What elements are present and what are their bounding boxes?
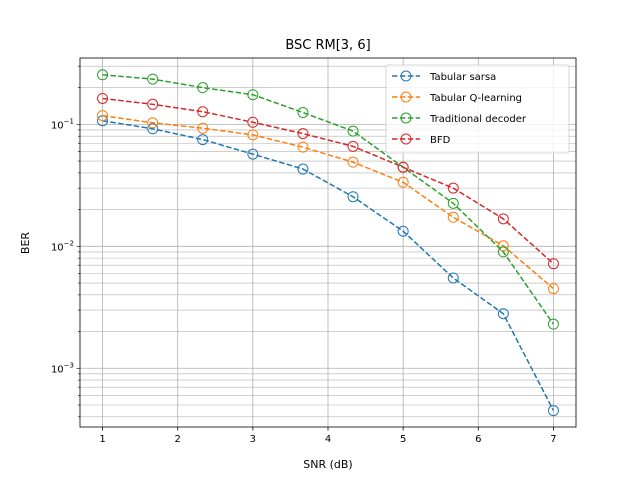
data-point: [297, 163, 309, 175]
legend: Tabular sarsa Tabular Q-learning Tradition…: [385, 64, 570, 154]
data-point: [547, 258, 559, 270]
data-point: [547, 405, 559, 417]
data-point: [397, 176, 409, 188]
x-tick-label: 2: [175, 434, 181, 445]
legend-entry: BFD: [392, 133, 451, 146]
series-2: [97, 110, 559, 295]
data-point: [247, 148, 259, 160]
x-tick-label: 1: [99, 434, 105, 445]
data-point: [247, 89, 259, 101]
series-layer: [97, 69, 559, 417]
data-point: [547, 283, 559, 295]
data-point: [347, 140, 359, 152]
data-point: [447, 182, 459, 194]
grid: [80, 58, 576, 427]
x-tick-label: 3: [250, 434, 256, 445]
y-tick-label: 10−3: [51, 361, 74, 375]
legend-marker: [400, 112, 412, 124]
x-axis-label: SNR (dB): [303, 458, 352, 471]
data-point: [247, 129, 259, 141]
series-4: [97, 92, 559, 270]
data-point: [397, 161, 409, 173]
legend-label: Traditional decoder: [429, 114, 527, 125]
data-point: [447, 197, 459, 209]
data-point: [297, 107, 309, 119]
x-tick-label: 4: [325, 434, 331, 445]
legend-entry: Traditional decoder: [392, 112, 527, 125]
data-point: [397, 225, 409, 237]
data-point: [297, 128, 309, 140]
data-point: [147, 73, 159, 85]
legend-entry: Tabular Q-learning: [392, 91, 522, 104]
y-tick-label: 10−2: [51, 239, 74, 253]
data-point: [147, 117, 159, 129]
legend-label: Tabular Q-learning: [429, 93, 522, 104]
x-axis-ticks: 1 2 3 4 5 6 7: [99, 427, 557, 445]
legend-label: Tabular sarsa: [429, 72, 496, 83]
data-point: [147, 123, 159, 135]
data-point: [147, 98, 159, 110]
data-point: [197, 122, 209, 134]
x-tick-label: 6: [475, 434, 481, 445]
data-point: [197, 134, 209, 146]
y-axis-label: BER: [19, 232, 32, 254]
chart-title: BSC RM[3, 6]: [285, 38, 370, 53]
data-point: [347, 125, 359, 137]
data-point: [497, 240, 509, 252]
data-point: [197, 106, 209, 118]
data-point: [497, 213, 509, 225]
x-tick-label: 7: [550, 434, 556, 445]
legend-label: BFD: [430, 135, 451, 146]
data-point: [547, 318, 559, 330]
y-tick-label: 10−1: [51, 117, 74, 131]
series-1: [97, 115, 559, 417]
data-point: [497, 246, 509, 258]
legend-marker: [400, 133, 412, 145]
data-point: [297, 141, 309, 153]
data-point: [347, 156, 359, 168]
series-line: [102, 114, 554, 290]
series-line: [102, 74, 555, 325]
data-point: [347, 191, 359, 203]
data-point: [447, 272, 459, 284]
data-point: [447, 211, 459, 223]
data-point: [97, 69, 109, 81]
x-tick-label: 5: [400, 434, 406, 445]
data-point: [247, 116, 259, 128]
data-point: [497, 308, 509, 320]
data-point: [197, 82, 209, 94]
legend-box: [385, 64, 570, 154]
y-axis-ticks: 10−3 10−2 10−1: [51, 65, 80, 418]
series-line: [102, 97, 554, 265]
legend-entry: Tabular sarsa: [392, 70, 496, 83]
data-point: [97, 92, 109, 104]
data-point: [97, 110, 109, 122]
legend-marker: [400, 91, 412, 103]
series-line: [102, 120, 555, 411]
legend-marker: [400, 70, 412, 82]
